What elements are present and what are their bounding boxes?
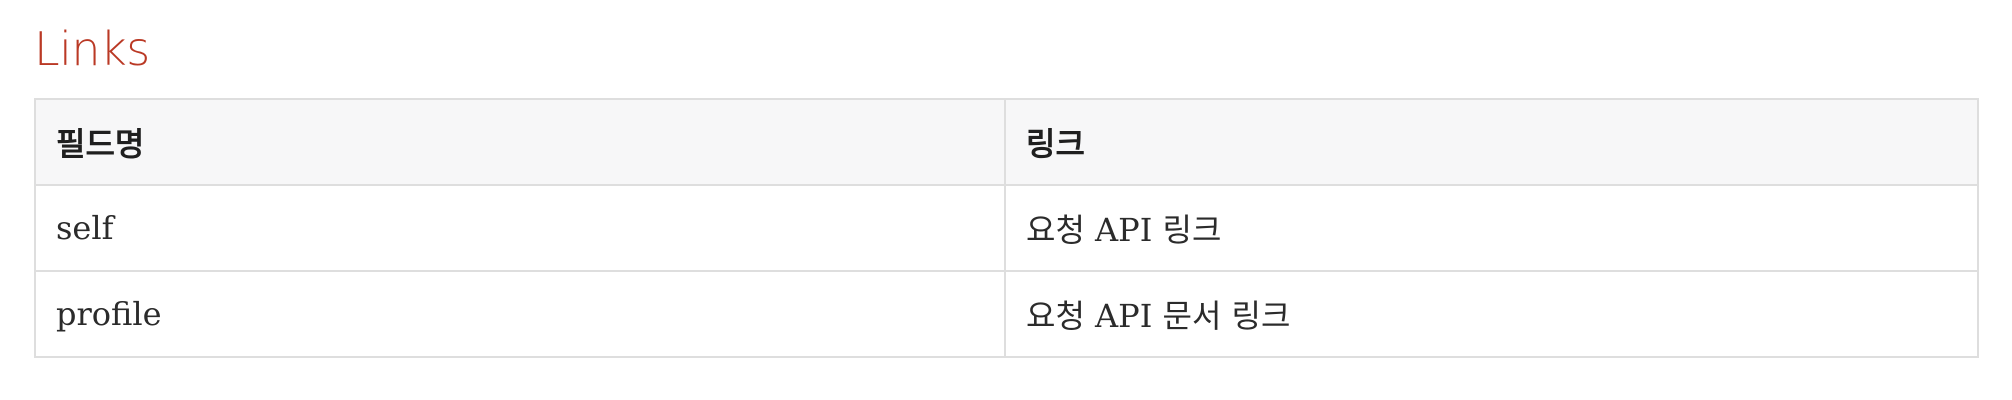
field-name-cell: profile [34, 270, 1006, 358]
link-description-cell: 요청 API 문서 링크 [1004, 270, 1979, 358]
column-header-field-name: 필드명 [34, 98, 1006, 186]
table-row: self 요청 API 링크 [34, 184, 1979, 272]
column-header-link: 링크 [1004, 98, 1979, 186]
table-body: self 요청 API 링크 profile 요청 API 문서 링크 [34, 184, 1979, 358]
link-description-cell: 요청 API 링크 [1004, 184, 1979, 272]
table-row: profile 요청 API 문서 링크 [34, 270, 1979, 358]
field-name-cell: self [34, 184, 1006, 272]
links-table: 필드명 링크 self 요청 API 링크 profile 요청 API 문서 … [34, 98, 1979, 358]
section-title: Links [34, 22, 150, 76]
table-header: 필드명 링크 [34, 98, 1979, 186]
table-header-row: 필드명 링크 [34, 98, 1979, 186]
